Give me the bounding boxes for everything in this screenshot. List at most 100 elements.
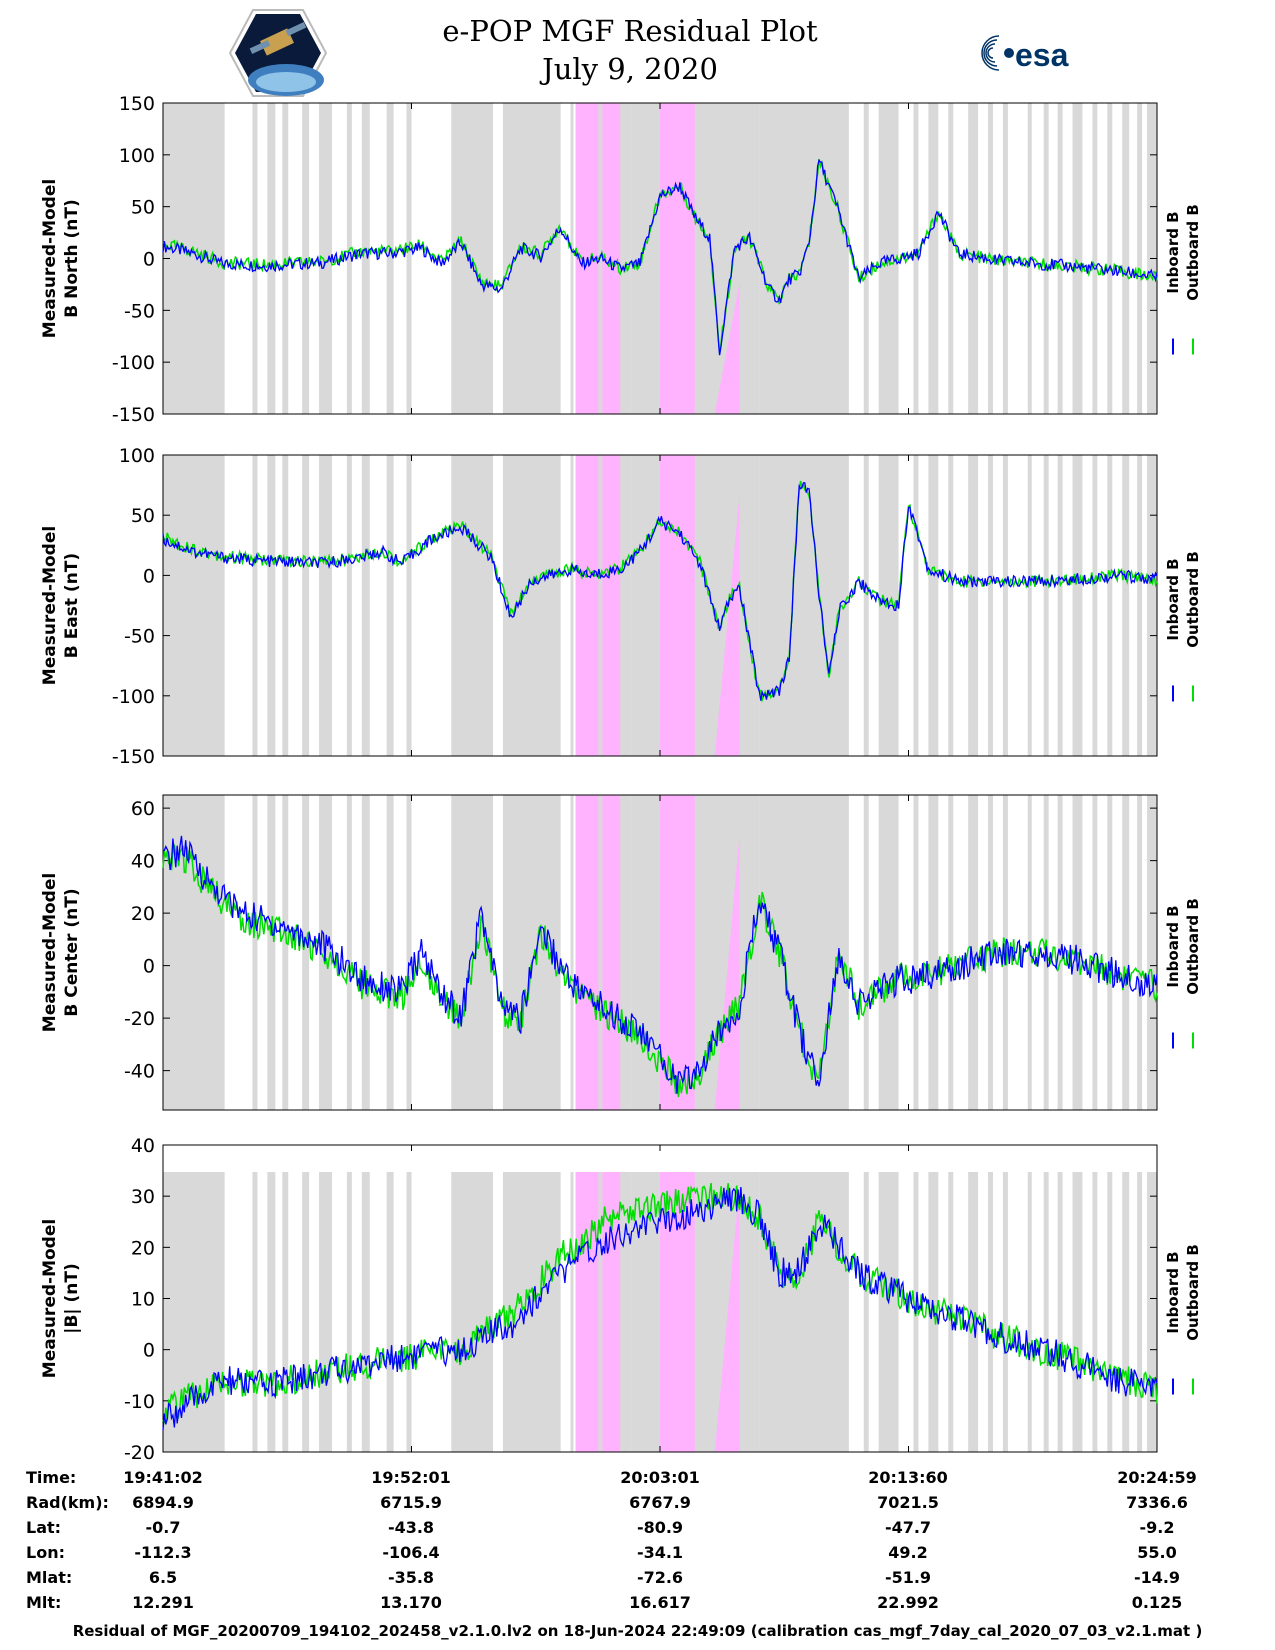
y-axis-label-line1: Measured-Model [40,873,60,1032]
data-gap-band [1057,103,1063,414]
data-gap-band [878,795,899,1110]
info-row-value: 0.125 [1131,1593,1183,1612]
series-inboard-line [162,1186,1158,1431]
y-tick-label: -40 [124,1061,155,1083]
data-gap-band [302,795,310,1110]
y-tick-label: -150 [112,746,155,768]
data-gap-band [386,795,394,1110]
event-band [575,795,599,1110]
data-gap-band [1122,103,1130,414]
y-tick-label: 50 [131,197,155,219]
data-gap-band [267,455,276,756]
y-tick-label: -150 [112,404,155,426]
info-row-value: -106.4 [382,1543,440,1562]
y-axis-label-line2: B East (nT) [62,553,82,658]
y-tick-label: 100 [119,445,155,467]
data-gap-band [282,1172,289,1452]
y-tick-label: -20 [124,1008,155,1030]
y-tick-label: 10 [131,1289,155,1311]
y-tick-label: 100 [119,145,155,167]
info-row-value: 6894.9 [132,1493,194,1512]
y-tick-label: -50 [124,300,155,322]
data-gap-band [863,103,869,414]
info-row-value: 20:03:01 [620,1468,700,1487]
data-gap-band [406,455,412,756]
data-gap-band [570,103,574,414]
y-axis-label-line2: |B| (nT) [62,1263,82,1334]
data-gap-band [1043,103,1049,414]
data-gap-band [1137,103,1143,414]
footer-caption: Residual of MGF_20200709_194102_202458_v… [72,1622,1203,1640]
data-gap-band [1092,103,1098,414]
data-gap-band [1122,455,1130,756]
panel-4: -20 -10 0 10 20 30 40 Measured-Model |B| (nT) Inb… [40,1135,1202,1464]
data-gap-band [988,455,993,756]
y-tick-label: 40 [131,851,155,873]
data-gap-band [1043,1172,1049,1452]
chart-date: July 9, 2020 [542,52,718,86]
y-tick-label: 0 [143,1340,155,1362]
event-band [602,455,621,756]
y-tick-label: -100 [112,686,155,708]
y-axis-label-line1: Measured-Model [40,526,60,685]
y-tick-label: 0 [143,565,155,587]
data-gap-band [163,1172,225,1452]
event-band [660,1172,695,1452]
data-gap-band [346,1172,352,1452]
panel-1: -150 -100 -50 0 50 100 150 Measured-Model B Nort… [40,93,1202,426]
y-tick-label: 60 [131,798,155,820]
event-band [714,283,740,414]
series-outboard-line [162,844,1158,1098]
event-band [602,103,621,414]
data-gap-band [1002,455,1008,756]
data-gap-band [948,795,954,1110]
y-axis-label-line1: Measured-Model [40,1219,60,1378]
info-row-label: Lon: [26,1543,65,1562]
data-gap-band [928,795,939,1110]
info-row-value: 13.170 [380,1593,442,1612]
y-tick-label: 40 [131,1135,155,1157]
y-axis-label: Measured-Model |B| (nT) [40,1219,82,1378]
y-tick-label: -50 [124,626,155,648]
legend-outboard-label: Outboard B [1184,551,1202,648]
data-gap-band [319,1172,332,1452]
data-gap-band [451,455,494,756]
data-gap-band [1122,795,1130,1110]
data-gap-band [302,103,310,414]
y-axis-label-line2: B Center (nT) [62,888,82,1016]
data-gap-band [502,103,561,414]
series-inboard-line [162,482,1158,701]
data-gap-band [386,1172,394,1452]
data-gap-band [570,795,574,1110]
info-row-value: -80.9 [636,1518,684,1537]
data-gap-band [302,1172,310,1452]
data-gap-band [319,103,332,414]
info-row-value: 19:52:01 [371,1468,451,1487]
event-band [660,103,695,414]
event-band [660,795,695,1110]
data-gap-band [361,103,370,414]
data-gap-band [282,455,289,756]
data-gap-band [163,455,225,756]
data-gap-band [1147,795,1157,1110]
data-gap-band [1107,103,1113,414]
event-band [575,455,599,756]
data-gap-band [406,795,412,1110]
data-gap-band [1092,795,1098,1110]
data-gap-band [988,1172,993,1452]
data-gap-band [1147,1172,1157,1452]
info-row-value: 20:24:59 [1117,1468,1197,1487]
data-gap-band [928,455,939,756]
y-axis-label: Measured-Model B North (nT) [40,179,82,338]
panel-3: -40 -20 0 20 40 60 Measured-Model B Center (nT)… [40,794,1202,1111]
y-tick-label: 150 [119,93,155,115]
info-row-value: -34.1 [636,1543,684,1562]
event-band [714,1185,740,1452]
panel-2: -150 -100 -50 0 50 100 Measured-Model B East (n… [40,445,1202,768]
data-gap-band [878,1172,899,1452]
event-band [714,495,740,756]
data-gap-band [1072,455,1083,756]
esa-logo-text: esa [1015,37,1069,73]
data-gap-band [451,1172,494,1452]
data-gap-band [361,1172,370,1452]
